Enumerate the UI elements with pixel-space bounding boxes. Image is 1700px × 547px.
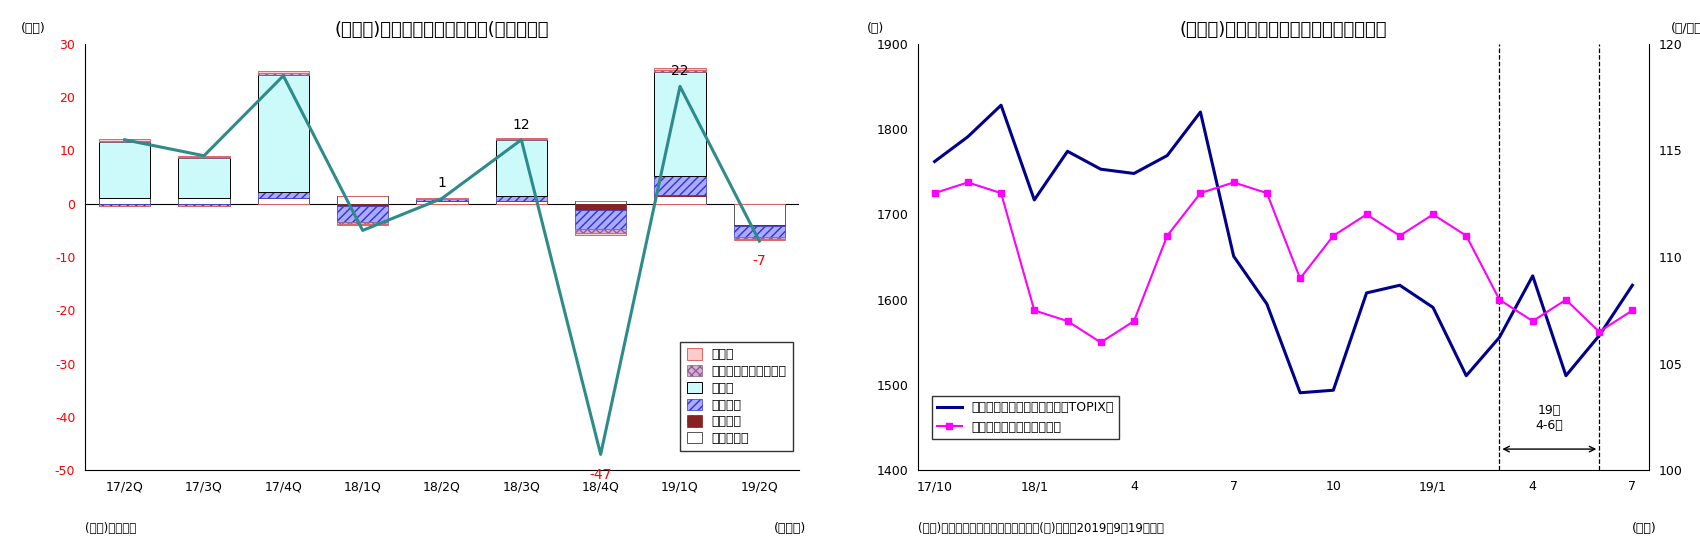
Bar <box>416 198 468 199</box>
Bar <box>575 204 626 210</box>
Bar <box>337 224 388 225</box>
Bar <box>495 138 547 139</box>
Bar <box>257 199 309 204</box>
Bar <box>654 68 706 70</box>
Text: -47: -47 <box>590 468 612 482</box>
Bar <box>178 199 230 204</box>
Text: 1: 1 <box>437 177 447 190</box>
Bar <box>416 200 468 201</box>
Text: (四半期): (四半期) <box>774 522 806 534</box>
Bar <box>495 196 547 201</box>
Bar <box>575 210 626 229</box>
Text: 22: 22 <box>672 65 688 78</box>
Bar <box>654 70 706 72</box>
Bar <box>416 201 468 204</box>
Bar <box>337 206 388 222</box>
Bar <box>99 204 150 206</box>
Bar <box>257 197 309 199</box>
Bar <box>257 193 309 197</box>
Title: (図表３)　家計の金融資産残高(時価変動）: (図表３) 家計の金融資産残高(時価変動） <box>335 21 549 39</box>
Bar <box>733 237 785 238</box>
Bar <box>178 156 230 157</box>
Bar <box>99 141 150 142</box>
Text: (円): (円) <box>867 22 884 35</box>
Bar <box>575 201 626 204</box>
Text: (年月): (年月) <box>1632 522 1656 534</box>
Bar <box>178 204 230 206</box>
Bar <box>257 71 309 73</box>
Bar <box>337 204 388 206</box>
Bar <box>337 196 388 204</box>
Bar <box>257 73 309 75</box>
Bar <box>495 201 547 204</box>
Bar <box>654 72 706 176</box>
Legend: 東証株価指数　第一部総合（TOPIX）, ドル円レート（右メモリ）: 東証株価指数 第一部総合（TOPIX）, ドル円レート（右メモリ） <box>932 397 1119 439</box>
Bar <box>654 195 706 196</box>
Bar <box>733 225 785 226</box>
Text: (兆円): (兆円) <box>20 22 46 35</box>
Bar <box>178 158 230 198</box>
Bar <box>733 226 785 237</box>
Text: -7: -7 <box>753 254 767 269</box>
Bar <box>257 75 309 193</box>
Text: (資料)日本銀行: (資料)日本銀行 <box>85 522 136 534</box>
Text: 19年
4-6月: 19年 4-6月 <box>1535 404 1564 432</box>
Title: (図表４)　株価と為替の推移（月次終値）: (図表４) 株価と為替の推移（月次終値） <box>1180 21 1387 39</box>
Bar <box>575 229 626 232</box>
Bar <box>99 199 150 204</box>
Bar <box>495 140 547 196</box>
Bar <box>99 142 150 198</box>
Bar <box>654 176 706 195</box>
Bar <box>337 222 388 224</box>
Text: (円/ドル): (円/ドル) <box>1671 22 1700 35</box>
Bar <box>99 139 150 141</box>
Text: 12: 12 <box>512 118 530 132</box>
Bar <box>654 196 706 204</box>
Bar <box>733 238 785 240</box>
Bar <box>178 157 230 158</box>
Bar <box>495 139 547 140</box>
Bar <box>733 204 785 225</box>
Bar <box>575 232 626 235</box>
Text: (資料)日本銀行、東京証券取引所　　(注)直近は2019年9月19日時点: (資料)日本銀行、東京証券取引所 (注)直近は2019年9月19日時点 <box>918 522 1165 534</box>
Legend: その他, 保険・年金・定額保証, 株式等, 投資信託, 債務証券, 現金・頲金: その他, 保険・年金・定額保証, 株式等, 投資信託, 債務証券, 現金・頲金 <box>680 342 792 451</box>
